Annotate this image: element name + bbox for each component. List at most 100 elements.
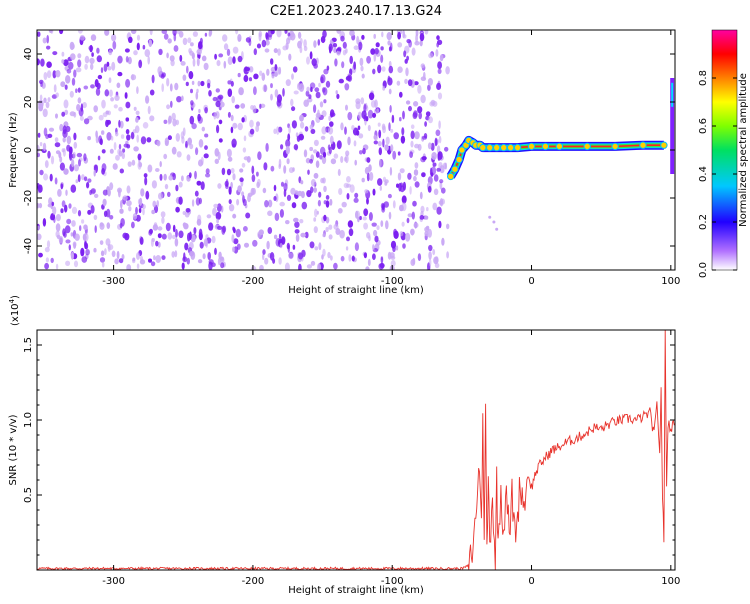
noise-speck [116,250,120,260]
noise-speck [304,126,309,132]
noise-speck [190,88,193,94]
noise-speck [419,39,423,47]
noise-speck [142,204,146,210]
noise-speck [367,109,374,119]
stray-point [492,220,496,224]
noise-speck [304,231,309,239]
noise-speck [199,241,204,249]
noise-speck [287,133,291,141]
noise-speck [427,228,433,238]
noise-speck [386,31,392,41]
noise-speck [273,128,277,135]
noise-speck [45,101,50,109]
y-tick-label: 0.5 [23,487,34,503]
noise-speck [122,148,126,153]
noise-speck [313,217,317,222]
noise-speck [149,89,155,96]
noise-speck [333,153,339,159]
noise-speck [261,72,266,82]
noise-speck [181,175,184,182]
noise-speck [296,135,301,142]
noise-speck [37,58,40,66]
noise-speck [118,119,121,128]
noise-speck [73,141,78,149]
noise-speck [138,59,143,69]
noise-speck [68,203,72,209]
noise-speck [53,215,56,224]
noise-speck [372,68,376,75]
noise-speck [362,147,366,155]
noise-speck [190,234,196,243]
noise-speck [215,211,222,220]
noise-speck [195,147,199,156]
noise-speck [417,84,422,94]
noise-speck [237,34,242,42]
noise-speck [414,131,420,140]
noise-speck [55,214,61,222]
noise-speck [172,224,176,233]
noise-speck [291,120,297,129]
noise-speck [396,80,401,86]
noise-speck [344,83,350,91]
noise-speck [175,133,180,142]
noise-speck [228,204,235,212]
noise-speck [55,70,61,78]
noise-speck [322,87,328,96]
noise-speck [230,126,234,134]
noise-speck [314,208,318,218]
noise-speck [313,40,317,48]
colorbar-tick-label: 0.0 [698,262,709,278]
noise-speck [420,205,425,213]
noise-speck [404,58,408,64]
signal-point [479,143,487,152]
noise-speck [346,193,350,200]
noise-speck [63,99,69,109]
noise-speck [272,258,276,264]
noise-speck [90,84,95,89]
noise-speck [407,213,413,218]
noise-speck [149,30,153,36]
noise-speck [113,104,118,109]
noise-speck [101,163,107,172]
noise-speck [274,89,279,98]
noise-speck [360,65,364,72]
noise-speck [60,81,66,88]
noise-speck [106,222,111,230]
noise-speck [174,250,178,258]
noise-speck [171,234,176,240]
noise-speck [221,226,226,235]
noise-speck [264,257,269,265]
noise-speck [143,173,148,178]
noise-speck [126,200,132,207]
noise-speck [425,111,431,117]
noise-speck [387,40,391,46]
noise-speck [111,34,117,42]
noise-speck [40,58,45,67]
noise-speck [133,146,139,152]
noise-speck [354,159,358,166]
noise-speck [148,258,152,263]
noise-speck [402,243,406,249]
noise-speck [358,133,364,139]
noise-speck [155,255,161,263]
noise-speck [428,116,433,124]
noise-speck [323,185,327,193]
noise-speck [73,260,79,268]
noise-speck [131,221,135,229]
noise-speck [187,37,192,44]
noise-speck [325,216,330,224]
noise-speck [201,55,207,62]
noise-speck [445,66,450,75]
noise-speck [119,168,125,174]
noise-speck [65,189,68,196]
noise-speck [106,119,112,125]
noise-speck [145,95,150,104]
noise-speck [305,157,311,164]
noise-speck [444,146,449,152]
noise-speck [232,213,237,219]
noise-speck [414,162,419,169]
noise-speck [71,206,78,214]
noise-speck [44,262,49,270]
noise-speck [215,88,220,93]
noise-speck [234,104,240,109]
